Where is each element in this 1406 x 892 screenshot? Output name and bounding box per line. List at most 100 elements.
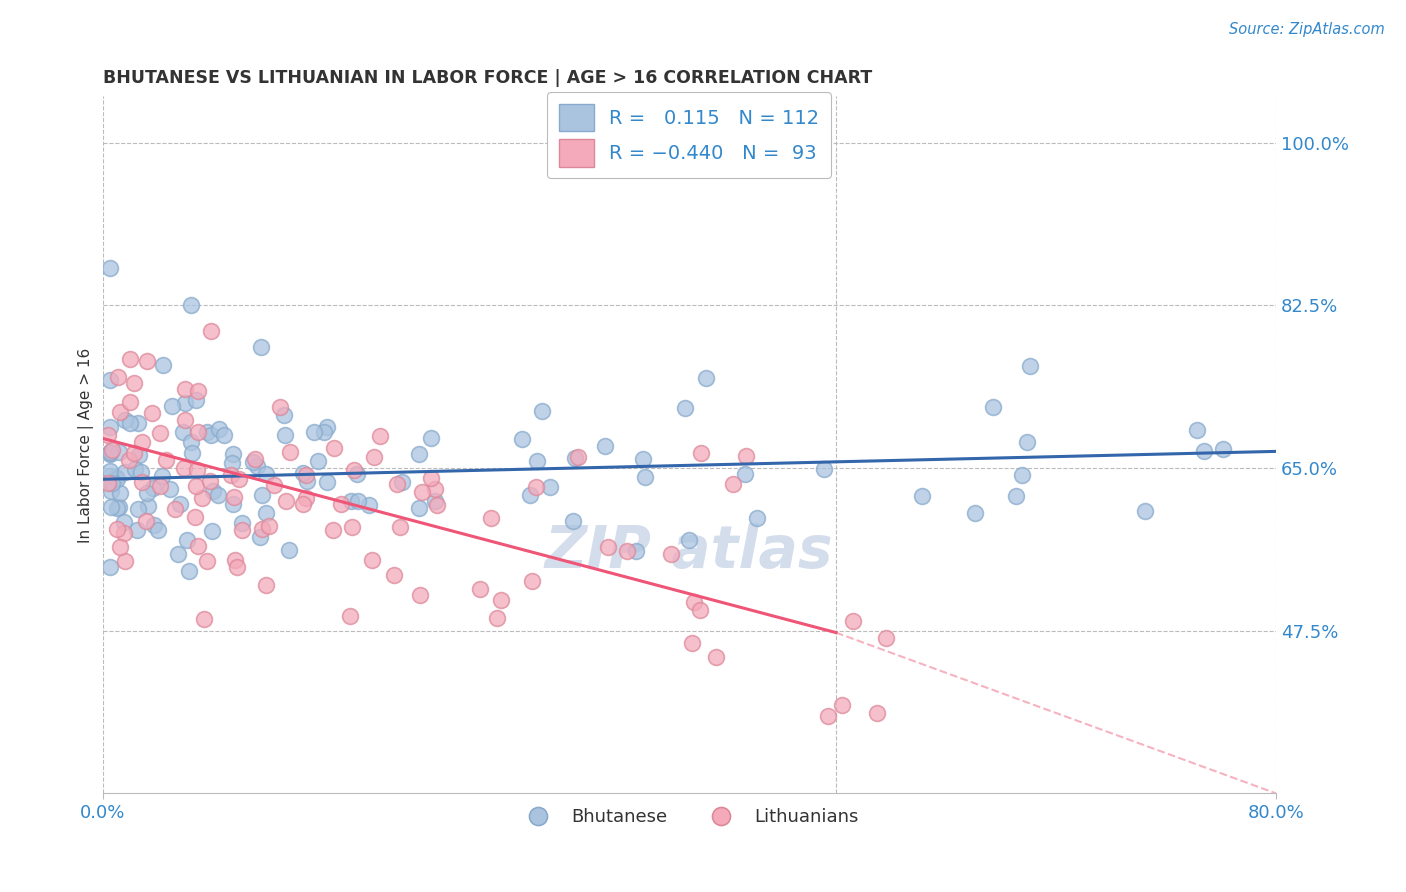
Point — [690, 446, 713, 460]
Point — [141, 406, 163, 420]
Point — [297, 475, 319, 489]
Point — [98, 261, 121, 276]
Point — [875, 632, 897, 646]
Point — [125, 524, 148, 538]
Point — [659, 547, 682, 561]
Point — [673, 401, 696, 415]
Point — [98, 446, 121, 460]
Point — [124, 462, 146, 476]
Point — [274, 427, 297, 442]
Point — [524, 480, 547, 494]
Point — [167, 547, 190, 561]
Point — [114, 413, 136, 427]
Point — [180, 434, 202, 449]
Point — [207, 422, 229, 436]
Point — [519, 488, 541, 502]
Point — [626, 544, 648, 558]
Point — [222, 497, 245, 511]
Point — [174, 396, 197, 410]
Point — [419, 431, 441, 445]
Point — [180, 298, 202, 312]
Point — [343, 463, 366, 477]
Point — [340, 520, 363, 534]
Point — [292, 497, 315, 511]
Point — [747, 511, 769, 525]
Point — [200, 475, 222, 489]
Point — [361, 552, 384, 566]
Point — [408, 447, 430, 461]
Point — [149, 479, 172, 493]
Point — [98, 373, 121, 387]
Point — [683, 594, 706, 608]
Point — [231, 516, 253, 530]
Point — [98, 464, 121, 478]
Point — [114, 465, 136, 479]
Point — [346, 467, 368, 481]
Point — [340, 493, 363, 508]
Point — [250, 488, 273, 502]
Point — [195, 554, 218, 568]
Point — [149, 425, 172, 440]
Point — [1212, 442, 1234, 457]
Point — [295, 467, 318, 482]
Point — [734, 450, 756, 464]
Point — [339, 609, 361, 624]
Point — [734, 467, 756, 482]
Point — [865, 706, 887, 720]
Point — [567, 450, 589, 465]
Point — [187, 384, 209, 399]
Point — [411, 485, 433, 500]
Point — [136, 485, 159, 500]
Point — [152, 358, 174, 372]
Point — [172, 425, 194, 439]
Point — [681, 636, 703, 650]
Point — [107, 369, 129, 384]
Point — [485, 611, 508, 625]
Point — [526, 454, 548, 468]
Point — [97, 428, 120, 442]
Point — [678, 533, 700, 547]
Point — [562, 514, 585, 528]
Point — [129, 465, 152, 479]
Point — [219, 468, 242, 483]
Point — [1011, 467, 1033, 482]
Point — [249, 530, 271, 544]
Point — [127, 501, 149, 516]
Point — [538, 480, 561, 494]
Point — [163, 501, 186, 516]
Point — [120, 416, 142, 430]
Point — [250, 340, 273, 354]
Point — [162, 399, 184, 413]
Point — [118, 351, 141, 366]
Point — [252, 522, 274, 536]
Point — [510, 432, 533, 446]
Point — [122, 446, 145, 460]
Point — [257, 519, 280, 533]
Point — [1185, 424, 1208, 438]
Point — [479, 510, 502, 524]
Point — [186, 462, 208, 476]
Point — [148, 523, 170, 537]
Point — [128, 448, 150, 462]
Point — [200, 428, 222, 442]
Point — [212, 427, 235, 442]
Point — [112, 516, 135, 530]
Point — [391, 475, 413, 490]
Point — [195, 425, 218, 439]
Point — [468, 582, 491, 596]
Point — [616, 544, 638, 558]
Point — [114, 554, 136, 568]
Point — [520, 574, 543, 589]
Point — [294, 491, 316, 505]
Point — [347, 494, 370, 508]
Point — [124, 376, 146, 390]
Point — [176, 533, 198, 547]
Point — [316, 419, 339, 434]
Point — [228, 472, 250, 486]
Point — [423, 483, 446, 497]
Point — [131, 434, 153, 449]
Point — [202, 483, 225, 498]
Point — [118, 395, 141, 409]
Point — [173, 461, 195, 475]
Point — [530, 404, 553, 418]
